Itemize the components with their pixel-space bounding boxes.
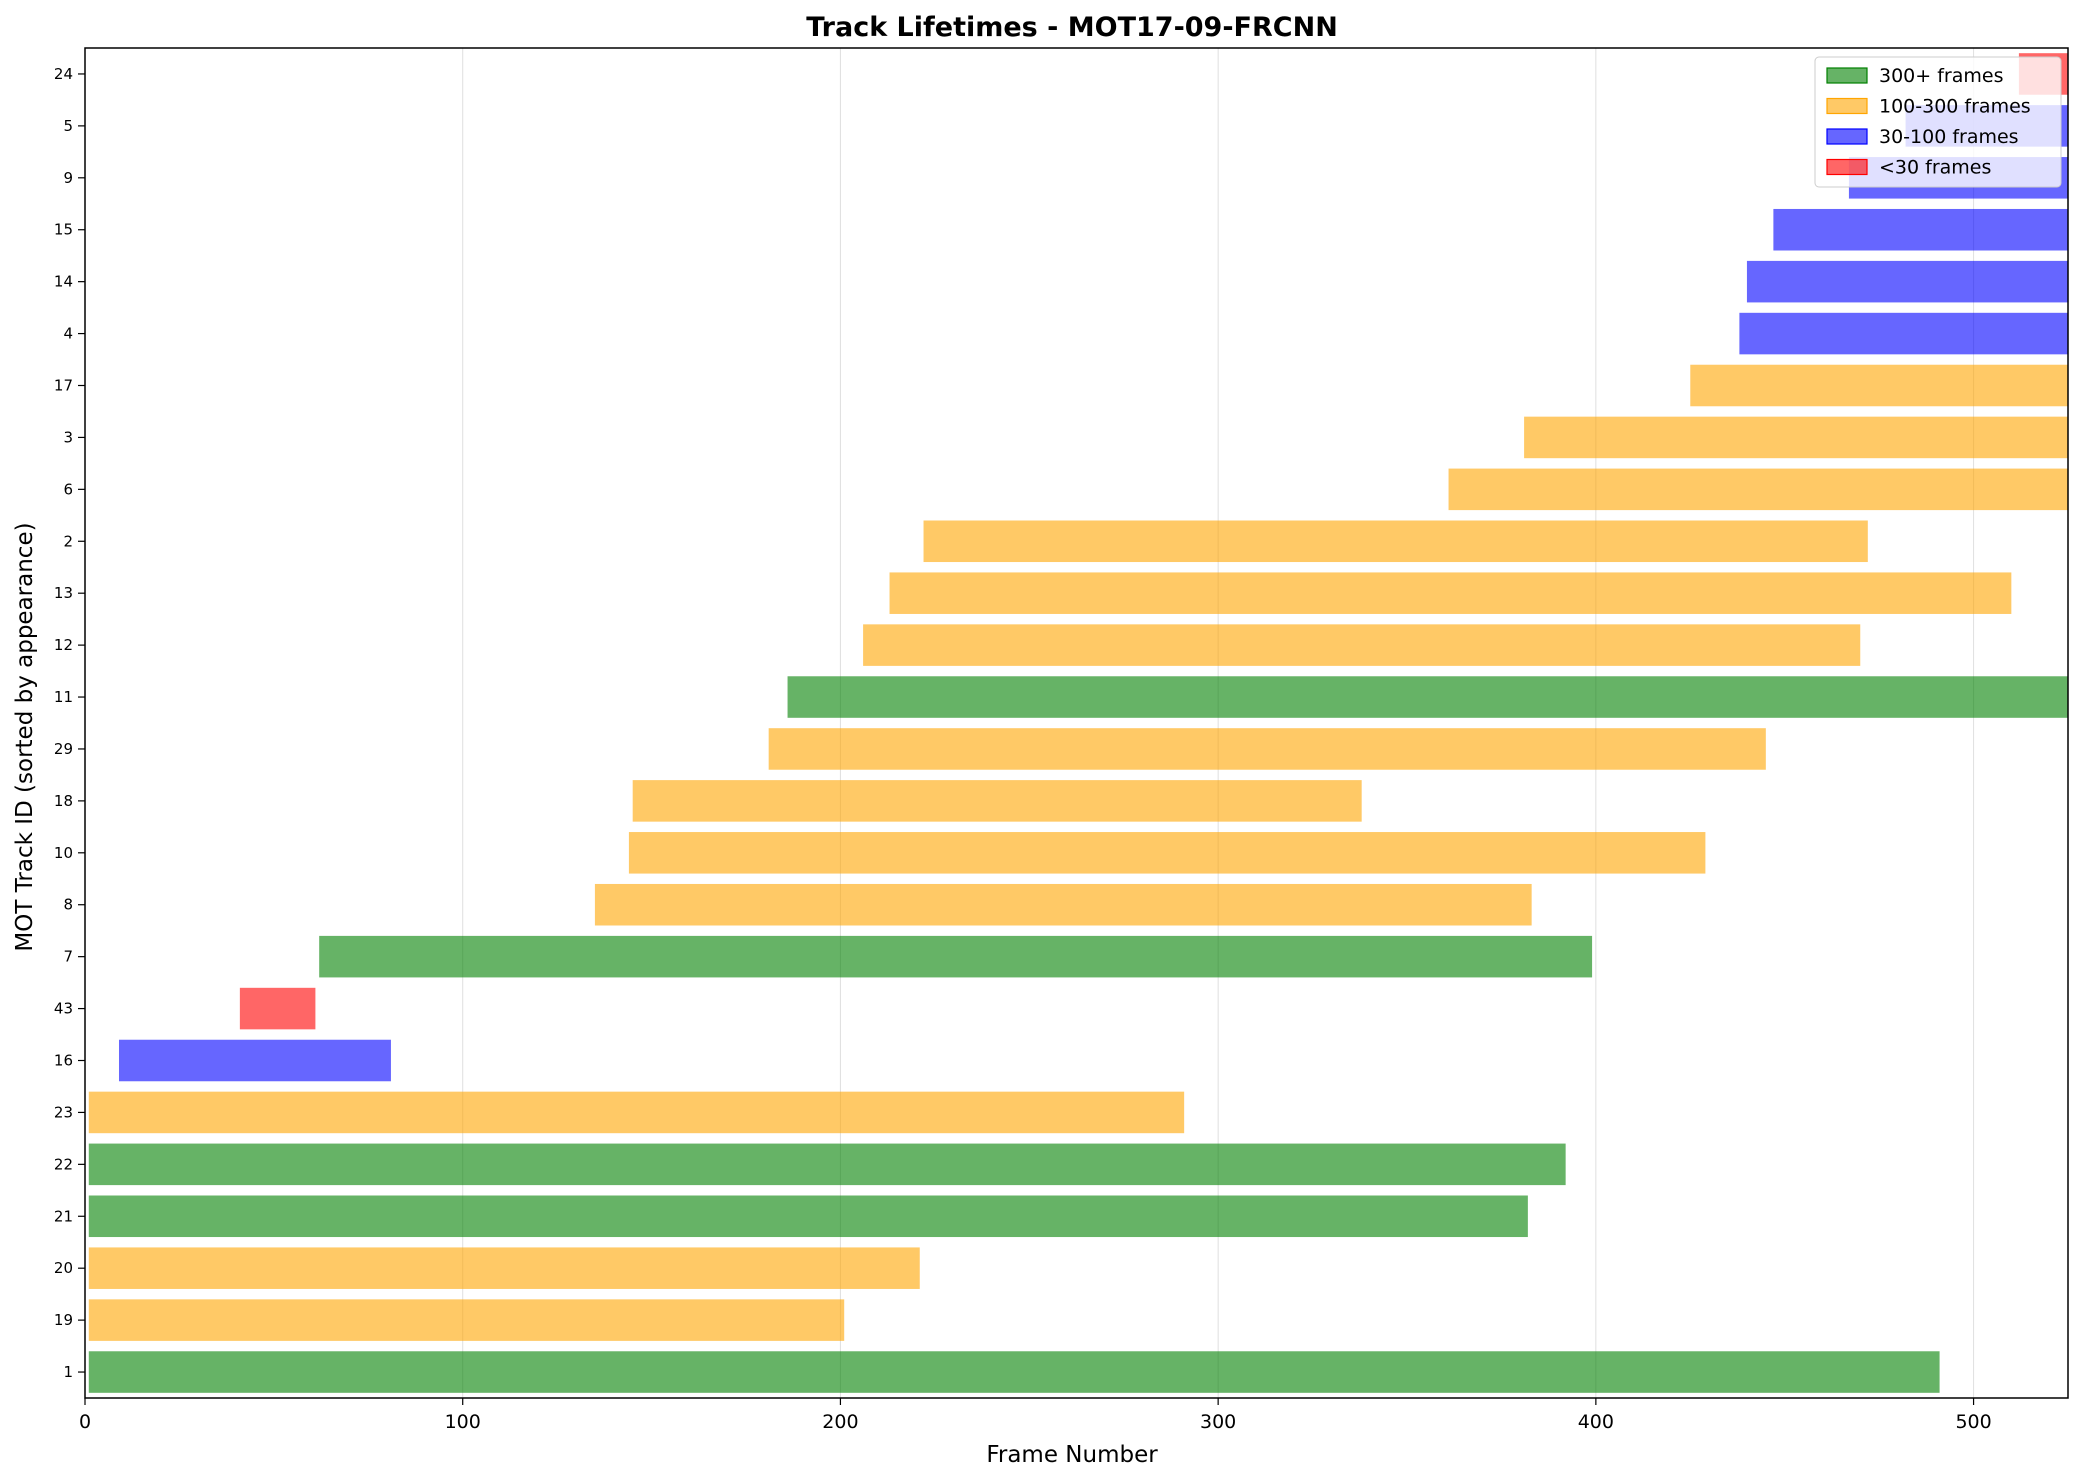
- track-bar-3: [1524, 416, 2068, 459]
- x-axis-label: Frame Number: [986, 1442, 1158, 1468]
- y-tick-label: 15: [54, 221, 73, 239]
- legend-label: 100-300 frames: [1879, 96, 2031, 118]
- legend-label: <30 frames: [1879, 157, 1991, 179]
- legend-swatch: [1826, 128, 1868, 145]
- track-bar-15: [1773, 208, 2068, 251]
- track-bar-18: [632, 780, 1362, 822]
- y-tick-label: 1: [63, 1363, 73, 1381]
- y-tick-label: 17: [54, 377, 73, 395]
- y-axis-ticks: 1 19 20 21 22 23 16 43 7 8 10 18 29 11 12 13 2 6 3 17 4 14 15 9…: [54, 65, 85, 1381]
- track-bar-22: [88, 1143, 1566, 1186]
- y-tick-label: 7: [63, 948, 73, 966]
- y-tick-label: 19: [54, 1311, 73, 1329]
- y-tick-label: 6: [63, 480, 73, 498]
- track-bar-21: [88, 1195, 1528, 1238]
- y-tick-label: 18: [54, 792, 73, 810]
- y-tick-label: 21: [54, 1207, 73, 1225]
- bars-group: [88, 53, 2068, 1393]
- y-tick-label: 12: [54, 636, 73, 654]
- y-axis-label: MOT Track ID (sorted by appearance): [12, 522, 38, 951]
- y-tick-label: 9: [63, 169, 73, 187]
- x-tick-label: 500: [1955, 1411, 1991, 1433]
- y-tick-label: 14: [54, 273, 73, 291]
- legend-label: 300+ frames: [1879, 65, 2003, 87]
- track-bar-7: [319, 935, 1593, 978]
- track-bar-8: [594, 883, 1532, 926]
- y-tick-label: 20: [54, 1259, 73, 1277]
- legend-swatch: [1826, 67, 1868, 84]
- y-tick-label: 3: [63, 428, 73, 446]
- legend-label: 30-100 frames: [1879, 126, 2019, 148]
- plot-area-frame: [84, 47, 2069, 1399]
- y-tick-label: 5: [63, 117, 73, 135]
- y-tick-label: 13: [54, 584, 73, 602]
- chart-title: Track Lifetimes - MOT17-09-FRCNN: [806, 12, 1338, 43]
- y-tick-label: 11: [54, 688, 73, 706]
- y-tick-label: 16: [54, 1052, 73, 1070]
- y-tick-label: 29: [54, 740, 73, 758]
- y-tick-label: 8: [63, 896, 73, 914]
- track-bar-2: [923, 520, 1868, 563]
- track-bar-20: [88, 1247, 920, 1289]
- track-bar-11: [787, 676, 2068, 718]
- y-tick-label: 4: [63, 325, 73, 343]
- track-bar-14: [1746, 260, 2068, 303]
- track-bar-1: [88, 1351, 1940, 1393]
- track-bar-19: [88, 1299, 845, 1341]
- x-tick-label: 400: [1578, 1411, 1614, 1433]
- x-axis-ticks: 0 100 200 300 400 500: [79, 1398, 1992, 1433]
- track-bar-43: [239, 987, 316, 1030]
- x-tick-label: 100: [445, 1411, 481, 1433]
- track-bar-23: [88, 1091, 1185, 1134]
- track-bar-16: [118, 1039, 391, 1082]
- x-tick-label: 300: [1200, 1411, 1236, 1433]
- y-tick-label: 10: [54, 844, 73, 862]
- legend: 300+ frames 100-300 frames 30-100 frames <3…: [1814, 56, 2062, 188]
- track-bar-12: [863, 624, 1861, 666]
- legend-swatch: [1826, 158, 1868, 176]
- track-bar-10: [628, 832, 1706, 874]
- y-tick-label: 23: [54, 1103, 73, 1121]
- track-bar-29: [768, 728, 1766, 770]
- y-tick-label: 22: [54, 1155, 73, 1173]
- x-tick-label: 200: [822, 1411, 858, 1433]
- legend-swatch: [1826, 97, 1868, 115]
- x-tick-label: 0: [79, 1411, 91, 1433]
- legend-box: [1814, 56, 2062, 188]
- y-tick-label: 24: [54, 65, 73, 83]
- track-bar-17: [1690, 364, 2068, 407]
- track-bar-4: [1739, 312, 2068, 355]
- y-tick-label: 2: [63, 532, 73, 550]
- track-bar-13: [889, 572, 2012, 614]
- y-tick-label: 43: [54, 1000, 73, 1018]
- track-bar-6: [1448, 468, 2068, 511]
